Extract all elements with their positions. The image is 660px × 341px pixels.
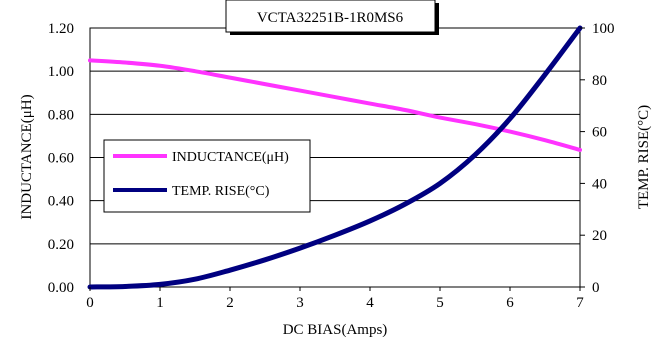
tick-labels: 0 1 2 3 4 5 6 7 0.00 0.20 0.40 0.60 0.80 1.00 1.20 0 20 4… (48, 21, 615, 311)
x-tick-label-3: 3 (296, 295, 304, 311)
y-left-tick-label-4: 0.80 (48, 107, 74, 123)
chart-title-box: VCTA32251B-1R0MS6 (225, 0, 439, 35)
y-axis-right-title: TEMP. RISE(°C) (636, 105, 652, 209)
legend: INDUCTANCE(μH) TEMP. RISE(°C) (103, 139, 311, 213)
y-left-tick-label-3: 0.60 (48, 151, 74, 167)
x-axis-title: DC BIAS(Amps) (283, 322, 388, 338)
y-right-tick-label-0: 0 (592, 280, 600, 296)
y-right-tick-label-5: 100 (592, 21, 615, 37)
x-tick-label-6: 6 (506, 295, 514, 311)
y-right-tick-label-4: 80 (592, 73, 607, 89)
y-left-tick-label-2: 0.40 (48, 194, 74, 210)
y-left-tick-label-6: 1.20 (48, 21, 74, 37)
y-right-tick-label-2: 40 (592, 176, 607, 192)
legend-label-temp-rise: TEMP. RISE(°C) (172, 184, 270, 199)
series-temp-rise-line (87, 25, 583, 290)
y-right-tick-label-1: 20 (592, 228, 607, 244)
y-left-tick-label-5: 1.00 (48, 64, 74, 80)
legend-box (103, 139, 311, 213)
x-tick-label-2: 2 (226, 295, 234, 311)
y-right-tick-label-3: 60 (592, 125, 607, 141)
x-tick-label-7: 7 (576, 295, 584, 311)
x-tick-label-0: 0 (86, 295, 94, 311)
y-left-tick-label-1: 0.20 (48, 237, 74, 253)
y-left-tick-label-0: 0.00 (48, 280, 74, 296)
y-axis-left-title: INDUCTANCE(μH) (19, 94, 35, 219)
legend-label-inductance: INDUCTANCE(μH) (172, 150, 289, 165)
chart-title: VCTA32251B-1R0MS6 (257, 10, 404, 26)
series-inductance-line (88, 58, 582, 152)
x-tick-label-5: 5 (436, 295, 444, 311)
x-tick-label-4: 4 (366, 295, 374, 311)
x-tick-label-1: 1 (156, 295, 164, 311)
series-layer (87, 25, 583, 290)
